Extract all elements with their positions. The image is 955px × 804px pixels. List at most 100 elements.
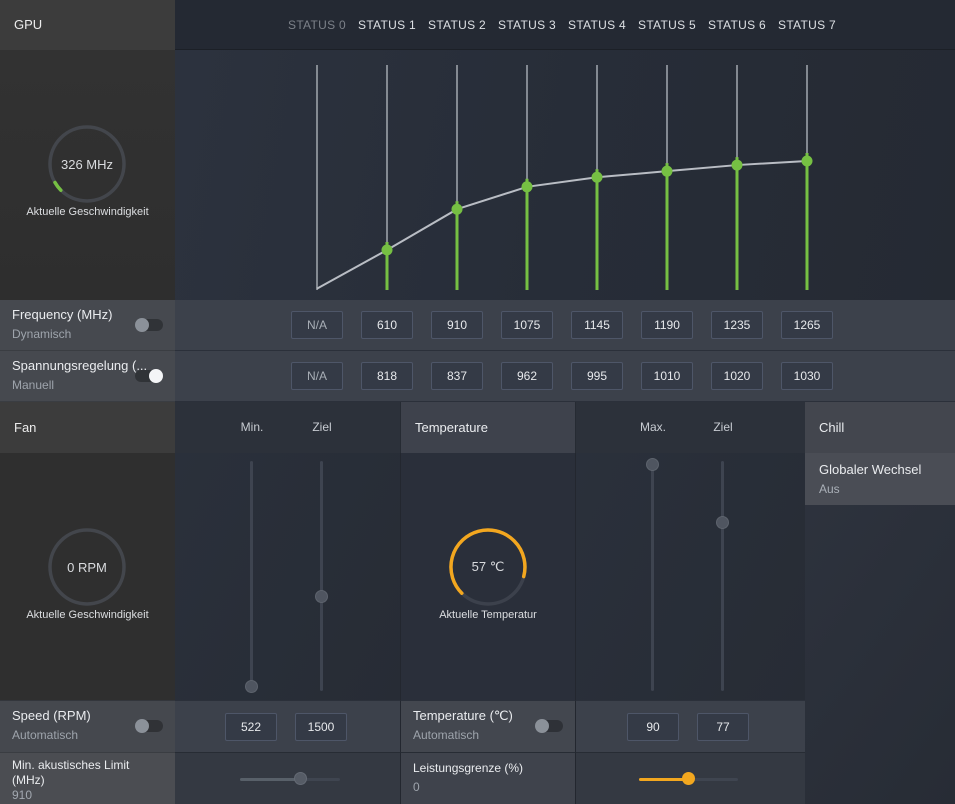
frequency-value-4[interactable]: 1145 xyxy=(571,311,623,339)
power-limit-label: Leistungsgrenze (%) xyxy=(413,761,524,775)
temperature-mode-toggle[interactable] xyxy=(535,719,563,733)
acoustic-limit-label-cell: Min. akustisches Limit (MHz) 910 xyxy=(0,752,175,804)
tab-status-5[interactable]: STATUS 5 xyxy=(638,18,696,32)
fan-target-column-label: Ziel xyxy=(312,420,332,434)
voltage-value-2[interactable]: 837 xyxy=(431,362,483,390)
gpu-speed-caption: Aktuelle Geschwindigkeit xyxy=(26,206,149,218)
voltage-label: Spannungsregelung (... xyxy=(12,358,148,373)
fan-speed-mode: Automatisch xyxy=(12,728,79,742)
voltage-value-6[interactable]: 1020 xyxy=(711,362,763,390)
fan-speed-gauge: 0 RPM xyxy=(45,525,129,609)
chill-global-switch-item[interactable]: Globaler Wechsel Aus xyxy=(805,453,955,505)
fan-min-slider-track[interactable] xyxy=(250,461,253,691)
voltage-value-4[interactable]: 995 xyxy=(571,362,623,390)
chill-panel: Globaler Wechsel Aus xyxy=(805,453,955,804)
gauge-ring-icon xyxy=(449,528,527,606)
voltage-mode-toggle[interactable] xyxy=(135,369,163,383)
frequency-value-1[interactable]: 610 xyxy=(361,311,413,339)
frequency-value-5[interactable]: 1190 xyxy=(641,311,693,339)
temperature-max-value[interactable]: 90 xyxy=(627,713,679,741)
fan-speed-value: 0 RPM xyxy=(67,559,107,575)
fan-min-slider-handle[interactable] xyxy=(245,680,258,693)
frequency-mode-toggle[interactable] xyxy=(135,318,163,332)
temperature-sliders-panel xyxy=(575,453,805,700)
frequency-value-3[interactable]: 1075 xyxy=(501,311,553,339)
curve-svg[interactable] xyxy=(175,50,955,300)
fan-speed-mode-toggle[interactable] xyxy=(135,719,163,733)
gauge-ring-icon xyxy=(48,125,126,203)
temp-max-slider-track[interactable] xyxy=(651,461,654,691)
tab-status-7[interactable]: STATUS 7 xyxy=(778,18,836,32)
fan-speed-row-label-cell: Speed (RPM) Automatisch xyxy=(0,700,175,752)
toggle-knob-icon xyxy=(135,719,149,733)
chill-section-header: Chill xyxy=(805,402,955,453)
gpu-gauge-panel: 326 MHz Aktuelle Geschwindigkeit xyxy=(0,50,175,300)
voltage-value-1[interactable]: 818 xyxy=(361,362,413,390)
toggle-knob-icon xyxy=(135,318,149,332)
fan-speed-values-row: 522 1500 xyxy=(175,700,400,752)
voltage-mode: Manuell xyxy=(12,378,55,392)
fan-sliders-panel xyxy=(175,453,400,700)
power-slider-handle[interactable] xyxy=(682,772,695,785)
tab-status-6[interactable]: STATUS 6 xyxy=(708,18,766,32)
voltage-row-label-cell: Spannungsregelung (... Manuell xyxy=(0,351,175,402)
fan-speed-caption: Aktuelle Geschwindigkeit xyxy=(26,609,149,621)
tab-status-0[interactable]: STATUS 0 xyxy=(288,18,346,32)
acoustic-limit-value: 910 xyxy=(12,788,33,802)
frequency-curve-chart[interactable] xyxy=(175,50,955,300)
toggle-knob-icon xyxy=(149,369,163,383)
frequency-value-6[interactable]: 1235 xyxy=(711,311,763,339)
fan-speed-label: Speed (RPM) xyxy=(12,708,91,723)
fan-columns-header: Min. Ziel xyxy=(175,402,400,453)
status-tabs-bar: STATUS 0 STATUS 1 STATUS 2 STATUS 3 STAT… xyxy=(175,0,955,50)
fan-section-header: Fan xyxy=(0,402,175,453)
acoustic-slider-fill xyxy=(240,778,300,781)
fan-speed-min-value[interactable]: 522 xyxy=(225,713,277,741)
voltage-value-3[interactable]: 962 xyxy=(501,362,553,390)
frequency-label: Frequency (MHz) xyxy=(12,307,113,322)
temperature-target-value[interactable]: 77 xyxy=(697,713,749,741)
power-slider-fill xyxy=(639,778,689,781)
tab-status-1[interactable]: STATUS 1 xyxy=(358,18,416,32)
voltage-values-row: N/A 818 837 962 995 1010 1020 1030 xyxy=(175,351,955,402)
fan-gauge-panel: 0 RPM Aktuelle Geschwindigkeit xyxy=(0,453,175,700)
temp-target-slider-handle[interactable] xyxy=(716,516,729,529)
voltage-value-0[interactable]: N/A xyxy=(291,362,343,390)
gauge-ring-icon xyxy=(48,528,126,606)
frequency-values-row: N/A 610 910 1075 1145 1190 1235 1265 xyxy=(175,300,955,351)
tab-status-2[interactable]: STATUS 2 xyxy=(428,18,486,32)
temperature-row-mode: Automatisch xyxy=(413,728,480,742)
temperature-row-label: Temperature (℃) xyxy=(413,708,513,723)
acoustic-limit-slider-row xyxy=(175,752,400,804)
voltage-value-7[interactable]: 1030 xyxy=(781,362,833,390)
acoustic-slider-handle[interactable] xyxy=(294,772,307,785)
frequency-value-2[interactable]: 910 xyxy=(431,311,483,339)
temperature-value: 57 ℃ xyxy=(471,559,505,574)
tab-status-3[interactable]: STATUS 3 xyxy=(498,18,556,32)
frequency-value-7[interactable]: 1265 xyxy=(781,311,833,339)
frequency-value-0[interactable]: N/A xyxy=(291,311,343,339)
temp-target-slider-track[interactable] xyxy=(721,461,724,691)
power-limit-label-cell: Leistungsgrenze (%) 0 xyxy=(400,752,575,804)
chill-item-label: Globaler Wechsel xyxy=(819,462,922,477)
power-limit-value: 0 xyxy=(413,780,420,794)
fan-target-slider-handle[interactable] xyxy=(315,590,328,603)
gpu-section-header: GPU xyxy=(0,0,175,50)
temp-max-slider-handle[interactable] xyxy=(646,458,659,471)
chill-item-value: Aus xyxy=(819,482,840,496)
frequency-row-label-cell: Frequency (MHz) Dynamisch xyxy=(0,300,175,351)
fan-speed-target-value[interactable]: 1500 xyxy=(295,713,347,741)
acoustic-limit-label: Min. akustisches Limit (MHz) xyxy=(12,758,130,787)
temperature-gauge-panel: 57 ℃ Aktuelle Temperatur xyxy=(400,453,575,700)
temp-target-column-label: Ziel xyxy=(713,420,733,434)
temperature-caption: Aktuelle Temperatur xyxy=(439,609,537,621)
temperature-section-header: Temperature xyxy=(400,402,575,453)
tab-status-4[interactable]: STATUS 4 xyxy=(568,18,626,32)
voltage-value-5[interactable]: 1010 xyxy=(641,362,693,390)
fan-target-slider-track[interactable] xyxy=(320,461,323,691)
temperature-row-label-cell: Temperature (℃) Automatisch xyxy=(400,700,575,752)
temperature-gauge: 57 ℃ xyxy=(446,525,530,609)
temp-max-column-label: Max. xyxy=(639,420,666,434)
toggle-knob-icon xyxy=(535,719,549,733)
